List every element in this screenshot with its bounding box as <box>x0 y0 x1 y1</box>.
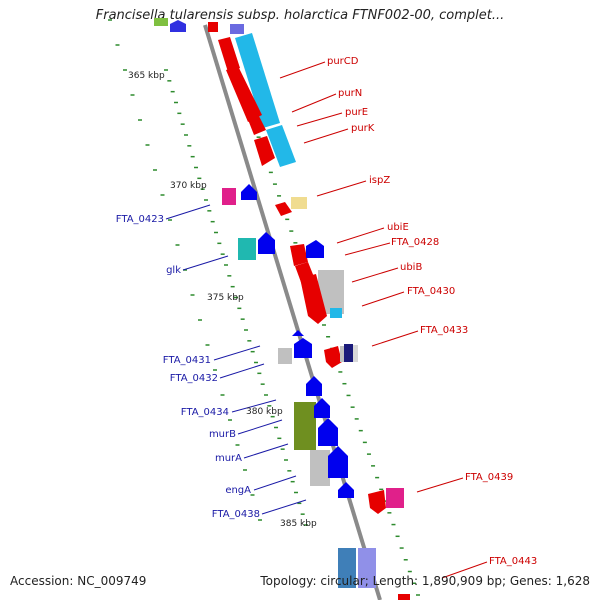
gene-label-ubiB: ubiB <box>400 262 422 273</box>
gene-label-purK: purK <box>351 123 375 134</box>
gene-engA-blue <box>328 446 348 478</box>
kbp-label-365: 365 kbp <box>128 71 165 81</box>
gene-glk-blue <box>258 232 275 254</box>
gene-purK-cyan <box>266 125 296 167</box>
gene-block-top <box>154 18 168 26</box>
gene-FTA0423-magenta <box>222 188 236 205</box>
gene-FTA0433-red <box>324 346 342 368</box>
gene-label-glk: glk <box>166 265 181 276</box>
gene-FTA0431-blue <box>292 330 304 336</box>
right-leader-lines <box>279 61 488 579</box>
gene-label-ispZ: ispZ <box>369 175 390 186</box>
gene-murA-grey <box>310 450 330 486</box>
gene-ispZ-yellow <box>291 197 307 209</box>
gene-FTA0432-grey <box>278 348 292 364</box>
kbp-label-380: 380 kbp <box>246 407 283 417</box>
kbp-label-370: 370 kbp <box>170 181 207 191</box>
gene-FTA0428-blue <box>306 240 324 258</box>
gene-FTA0430-cyan <box>330 308 342 318</box>
gene-purE-red <box>247 114 266 135</box>
kbp-label-385: 385 kbp <box>280 519 317 529</box>
gene-FTA0439-magenta <box>386 488 404 508</box>
gene-FTA0443-steel <box>338 548 356 588</box>
gene-purCD-red <box>218 37 240 72</box>
accession-label: Accession: NC_009749 <box>10 574 147 588</box>
gene-label-FTA_0430: FTA_0430 <box>407 286 455 297</box>
gene-FTA0443-lavender <box>358 548 376 588</box>
gene-label-FTA_0443: FTA_0443 <box>489 556 537 567</box>
gene-FTA0430-red <box>300 274 327 324</box>
gene-purK-red <box>254 136 275 166</box>
gene-murB-olive <box>294 402 316 450</box>
gene-label-FTA_0439: FTA_0439 <box>465 472 513 483</box>
kbp-labels: 365 kbp 370 kbp 375 kbp 380 kbp 385 kbp <box>128 71 317 529</box>
gene-label-FTA_0438: FTA_0438 <box>212 509 260 520</box>
gene-label-FTA_0428: FTA_0428 <box>391 237 439 248</box>
gene-label-FTA_0431: FTA_0431 <box>163 355 211 366</box>
gene-FTA0439-red <box>368 490 386 514</box>
gene-ispZ-red <box>275 202 292 216</box>
gene-label-FTA_0434: FTA_0434 <box>181 407 229 418</box>
genome-backbone <box>203 24 382 600</box>
gene-FTA0433-light <box>353 345 358 362</box>
gene-purCD-cyan <box>235 33 280 128</box>
kbp-label-375: 375 kbp <box>207 293 244 303</box>
gene-label-FTA_0433: FTA_0433 <box>420 325 468 336</box>
left-leader-lines <box>165 204 307 515</box>
gene-blocks <box>154 18 410 600</box>
gene-purN-red <box>226 66 262 122</box>
gene-FTA0434-blue <box>306 376 322 396</box>
gene-label-murB: murB <box>209 429 236 440</box>
gene-FTA0423-blue <box>241 184 257 200</box>
gene-FTA0433-grey <box>340 346 344 362</box>
left-gene-labels: FTA_0423 glk FTA_0431 FTA_0432 FTA_0434 … <box>116 214 260 520</box>
gene-block-top-steel <box>230 24 244 34</box>
gene-ubiE-red <box>290 244 308 266</box>
gene-label-purN: purN <box>338 88 362 99</box>
gene-label-purCD: purCD <box>327 56 359 67</box>
gene-FTA0438-blue <box>338 482 354 498</box>
map-title: Francisella tularensis subsp. holarctica… <box>95 8 505 23</box>
gene-label-ubiE: ubiE <box>387 222 409 233</box>
gene-FTA0443-red <box>398 594 410 600</box>
gene-block-top-red <box>208 22 218 32</box>
genome-summary: Topology: circular; Length: 1,890,909 bp… <box>260 574 590 588</box>
inner-tick-track <box>164 69 308 526</box>
gene-label-engA: engA <box>225 485 251 496</box>
gene-FTA0432-blue <box>294 338 312 358</box>
gene-label-FTA_0423: FTA_0423 <box>116 214 164 225</box>
gene-label-murA: murA <box>215 453 242 464</box>
gene-glk-teal <box>238 238 256 260</box>
gene-label-FTA_0432: FTA_0432 <box>170 373 218 384</box>
gene-murA-blue <box>318 418 338 446</box>
gene-FTA0433-blue <box>344 344 353 362</box>
gene-label-purE: purE <box>345 107 368 118</box>
right-gene-labels: purCD purN purE purK ispZ ubiE FTA_0428 … <box>327 56 537 567</box>
gene-arrow-top <box>170 20 186 32</box>
gene-murB-blue <box>314 398 330 418</box>
